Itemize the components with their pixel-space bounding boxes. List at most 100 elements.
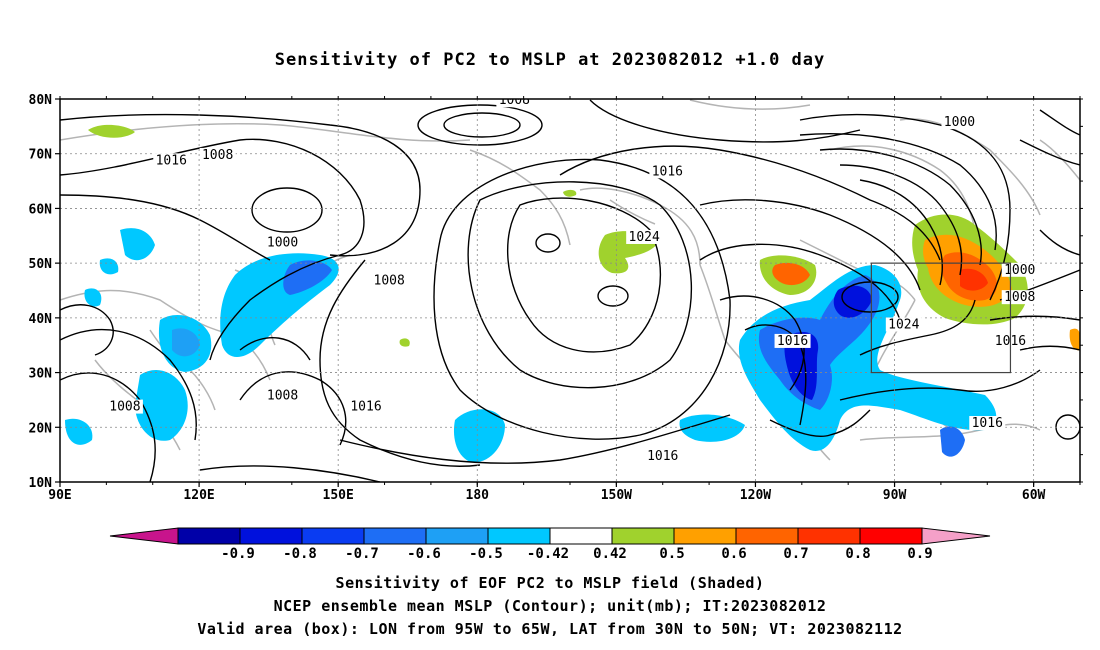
contour-label-bg bbox=[153, 153, 190, 168]
contour-label: 1008 bbox=[146, 482, 177, 497]
shade-arctic-green bbox=[88, 124, 135, 138]
lat-tick-label: 40N bbox=[29, 312, 53, 327]
contour-label: 1024 bbox=[629, 230, 660, 245]
colorbar-swatch bbox=[177, 527, 241, 545]
colorbar-label: -0.42 bbox=[527, 546, 569, 562]
plot-title: Sensitivity of PC2 to MSLP at 2023082012… bbox=[274, 50, 826, 70]
lat-tick-label: 80N bbox=[29, 93, 53, 108]
colorbar-label: 0.9 bbox=[907, 546, 932, 562]
mslp-contours bbox=[60, 99, 1080, 482]
contour-label: 1016 bbox=[652, 164, 683, 179]
shade-na-southeast bbox=[940, 426, 965, 457]
colorbar-swatch bbox=[239, 527, 303, 545]
contour-label: 1016 bbox=[777, 334, 808, 349]
colorbar-swatch bbox=[797, 527, 861, 545]
shade-east-edge bbox=[1069, 328, 1080, 351]
lon-tick-label: 120E bbox=[183, 488, 214, 503]
contour-label-bg bbox=[774, 333, 811, 348]
shade-small-3 bbox=[65, 418, 93, 445]
shade-green-small-1 bbox=[563, 189, 577, 197]
latitude-axis: 80N 70N 60N 50N 40N 30N 20N 10N bbox=[29, 93, 1083, 491]
lon-tick-label: 90E bbox=[48, 488, 71, 503]
contour-label-bg bbox=[941, 115, 978, 130]
contour-label-bg bbox=[644, 448, 681, 463]
colorbar-label: 0.8 bbox=[845, 546, 870, 562]
colorbar-label: -0.6 bbox=[407, 546, 441, 562]
colorbar-label: -0.5 bbox=[469, 546, 503, 562]
colorbar-low-triangle bbox=[109, 527, 179, 545]
colorbar-swatch bbox=[425, 527, 489, 545]
lat-tick-label: 60N bbox=[29, 202, 53, 217]
map-layers: 1008 1000 1016 1008 1016 1000 1024 1008 1000 1008… bbox=[60, 93, 1080, 497]
contour-label: 1016 bbox=[972, 416, 1003, 431]
contour-label: 1024 bbox=[888, 318, 919, 333]
lat-tick-label: 50N bbox=[29, 257, 53, 272]
caption-line-3: Valid area (box): LON from 95W to 65W, L… bbox=[197, 620, 903, 638]
colorbar-high-triangle bbox=[921, 527, 991, 545]
colorbar-label: -0.9 bbox=[221, 546, 255, 562]
colorbar-swatch bbox=[487, 527, 551, 545]
lat-tick-label: 20N bbox=[29, 421, 53, 436]
shade-east-asia-2 bbox=[172, 328, 200, 357]
contour-label-bg bbox=[885, 317, 922, 332]
contour-label-bg bbox=[969, 416, 1006, 431]
lon-tick-label: 150E bbox=[323, 488, 354, 503]
shade-atlantic-deep bbox=[960, 268, 988, 291]
shade-south-china bbox=[135, 370, 188, 441]
contour-label: 1008 bbox=[267, 389, 298, 404]
colorbar-label: -0.8 bbox=[283, 546, 317, 562]
longitude-axis: 90E 120E 150E 180 150W 120W 90W 60W bbox=[48, 96, 1081, 503]
shade-small-1 bbox=[84, 288, 102, 307]
lon-tick-label: 90W bbox=[883, 488, 907, 503]
contour-label-bg bbox=[199, 147, 236, 162]
lon-tick-label: 150W bbox=[601, 488, 632, 503]
contour-label-bg bbox=[106, 399, 143, 414]
lon-tick-label: 60W bbox=[1022, 488, 1046, 503]
colorbar-swatch bbox=[859, 527, 923, 545]
colorbar-swatch bbox=[735, 527, 799, 545]
shade-na-orange-1 bbox=[772, 262, 810, 286]
contour-label-bg bbox=[371, 273, 408, 288]
contour-label: 1008 bbox=[202, 148, 233, 163]
contour-label: 1016 bbox=[350, 400, 381, 415]
colorbar-label: 0.6 bbox=[721, 546, 746, 562]
shade-green-small-2 bbox=[399, 338, 410, 347]
contour-label-bg bbox=[264, 235, 301, 250]
contour-label-bg bbox=[144, 481, 180, 482]
shade-pacific-south-2 bbox=[679, 414, 745, 442]
shade-west-pacific-2 bbox=[283, 260, 332, 295]
contour-label: 1016 bbox=[156, 153, 187, 168]
shade-pacific-south bbox=[453, 409, 505, 463]
shade-small-4 bbox=[99, 258, 119, 275]
contour-label: 1000 bbox=[1004, 263, 1035, 278]
contour-label: 1008 bbox=[1004, 290, 1035, 305]
contour-label-bg bbox=[649, 164, 686, 179]
colorbar-swatch bbox=[301, 527, 365, 545]
contour-label-bg bbox=[348, 399, 384, 414]
colorbar-label: -0.7 bbox=[345, 546, 379, 562]
contour-label: 1000 bbox=[267, 235, 298, 250]
colorbar-label: 0.42 bbox=[593, 546, 627, 562]
lon-tick-label: 120W bbox=[740, 488, 771, 503]
contour-label-bg bbox=[626, 229, 663, 244]
contour-label: 1008 bbox=[374, 274, 405, 289]
colorbar-label: 0.7 bbox=[783, 546, 808, 562]
shade-small-2 bbox=[120, 228, 155, 261]
colorbar-swatch bbox=[549, 527, 613, 545]
caption-line-1: Sensitivity of EOF PC2 to MSLP field (Sh… bbox=[335, 574, 765, 592]
colorbar-swatch bbox=[673, 527, 737, 545]
contour-label-bg bbox=[496, 99, 533, 108]
contour-label: 1000 bbox=[944, 115, 975, 130]
lat-tick-label: 70N bbox=[29, 148, 53, 163]
contour-label: 1008 bbox=[109, 400, 140, 415]
colorbar-swatch bbox=[363, 527, 427, 545]
valid-area-box bbox=[870, 262, 1012, 374]
contour-label: 1008 bbox=[499, 93, 530, 108]
lat-tick-label: 10N bbox=[29, 476, 53, 491]
colorbar-label: 0.5 bbox=[659, 546, 684, 562]
caption-line-2: NCEP ensemble mean MSLP (Contour); unit(… bbox=[273, 597, 827, 615]
contour-label: 1016 bbox=[647, 449, 678, 464]
contour-label-bg bbox=[264, 388, 301, 403]
lon-tick-label: 180 bbox=[466, 488, 490, 503]
